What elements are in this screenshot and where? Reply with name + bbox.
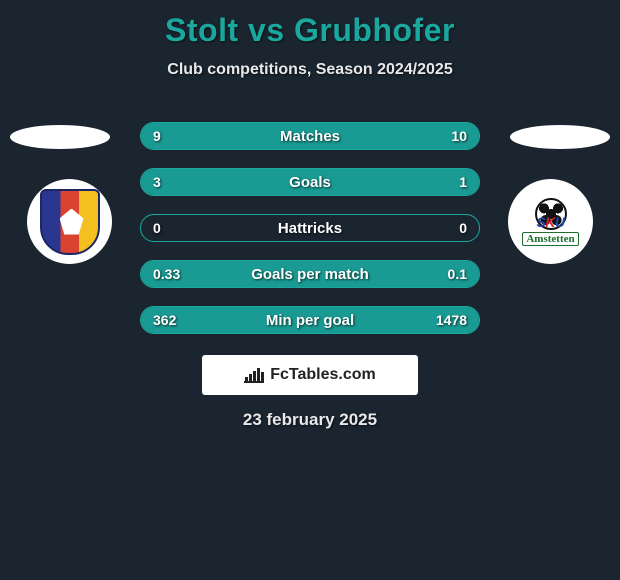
stat-value-right: 0.1 xyxy=(448,266,467,282)
stat-row: 0Hattricks0 xyxy=(140,214,480,242)
stat-value-right: 0 xyxy=(459,220,467,236)
bar-chart-icon xyxy=(244,367,264,383)
stat-label: Matches xyxy=(141,128,479,145)
club-badge-left xyxy=(27,179,112,264)
crest-amstetten-icon: SKU Amstetten xyxy=(516,192,586,252)
subtitle: Club competitions, Season 2024/2025 xyxy=(0,61,620,79)
stat-label: Hattricks xyxy=(141,220,479,237)
stat-label: Goals xyxy=(141,174,479,191)
club-badge-right: SKU Amstetten xyxy=(508,179,593,264)
crest-stpoelten-icon xyxy=(40,189,100,255)
stat-label: Min per goal xyxy=(141,312,479,329)
sku-logo-text: SKU xyxy=(536,214,564,230)
stat-row: 362Min per goal1478 xyxy=(140,306,480,334)
stat-row: 3Goals1 xyxy=(140,168,480,196)
stat-value-right: 1 xyxy=(459,174,467,190)
player1-name: Stolt xyxy=(165,12,239,48)
player2-name: Grubhofer xyxy=(294,12,455,48)
stat-value-right: 10 xyxy=(451,128,467,144)
vs-text: vs xyxy=(248,12,285,48)
date-text: 23 february 2025 xyxy=(0,410,620,430)
right-avatar-placeholder xyxy=(510,125,610,149)
stat-label: Goals per match xyxy=(141,266,479,283)
amstetten-script: Amstetten xyxy=(522,232,578,246)
stats-container: 9Matches10 3Goals1 0Hattricks0 0.33Goals pe… xyxy=(140,122,480,352)
page-title: Stolt vs Grubhofer xyxy=(0,0,620,49)
watermark: FcTables.com xyxy=(202,355,418,395)
watermark-text: FcTables.com xyxy=(270,366,376,384)
left-avatar-placeholder xyxy=(10,125,110,149)
stat-row: 9Matches10 xyxy=(140,122,480,150)
stat-value-right: 1478 xyxy=(436,312,467,328)
stat-row: 0.33Goals per match0.1 xyxy=(140,260,480,288)
